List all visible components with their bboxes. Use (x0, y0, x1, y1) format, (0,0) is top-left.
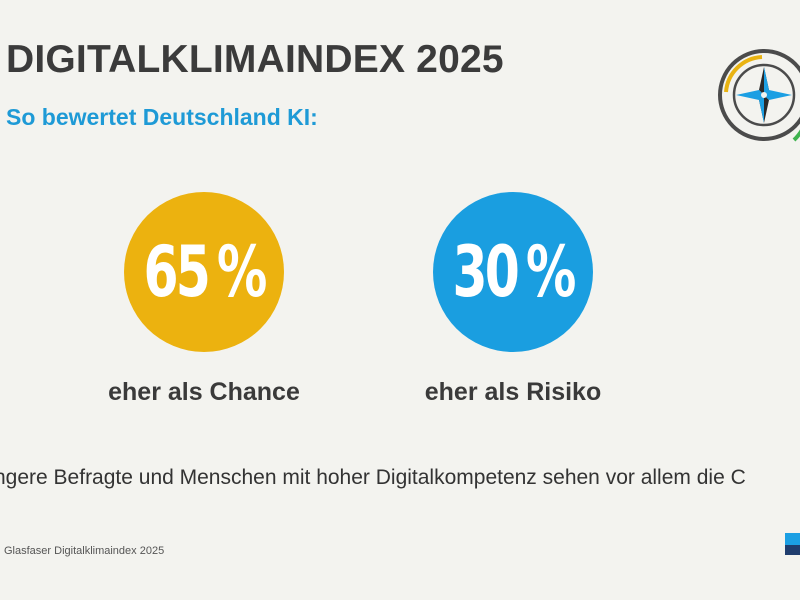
chance-percent-unit: % (216, 231, 267, 313)
page-subtitle: So bewertet Deutschland KI: (6, 104, 318, 130)
stat-risk: 30% eher als Risiko (413, 192, 613, 407)
risk-percent-unit: % (525, 231, 576, 313)
stat-chance: 65% eher als Chance (104, 192, 304, 407)
chance-circle: 65% (124, 192, 284, 352)
source-text: Glasfaser Digitalklimaindex 2025 (4, 545, 165, 557)
footnote-text: ngere Befragte und Menschen mit hoher Di… (0, 466, 746, 489)
risk-percent-value: 30 (452, 231, 520, 313)
risk-circle: 30% (433, 192, 593, 352)
page-title: DIGITALKLIMAINDEX 2025 (6, 38, 504, 81)
brand-mark-icon (785, 533, 800, 555)
chance-label: eher als Chance (108, 378, 300, 406)
chance-percent-value: 65 (143, 231, 211, 313)
compass-icon (718, 49, 800, 142)
risk-label: eher als Risiko (424, 378, 602, 406)
